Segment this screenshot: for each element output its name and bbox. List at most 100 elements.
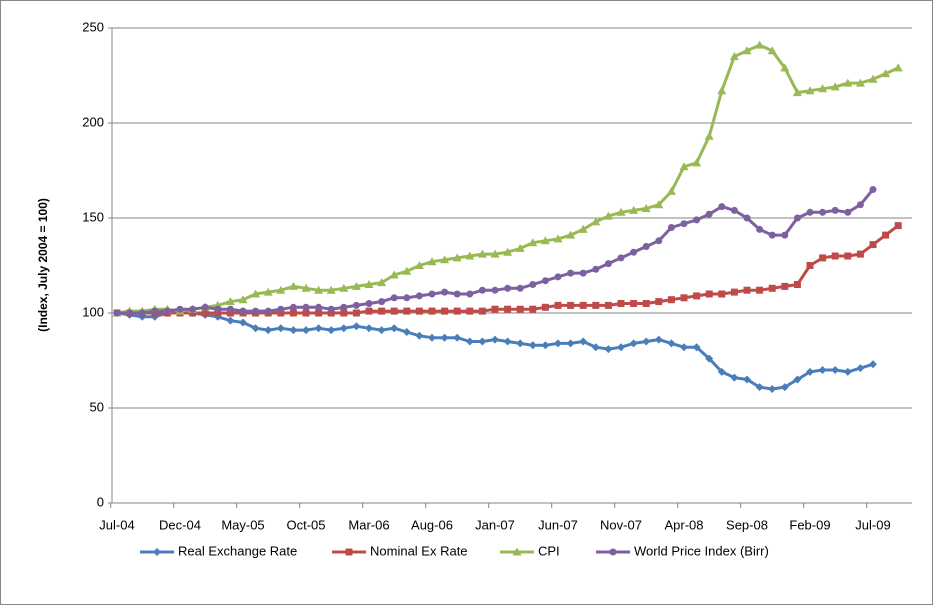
marker bbox=[654, 335, 663, 344]
marker bbox=[428, 307, 436, 315]
marker bbox=[415, 331, 424, 340]
marker bbox=[327, 326, 336, 335]
marker bbox=[781, 282, 789, 290]
marker bbox=[743, 286, 751, 294]
marker bbox=[378, 307, 386, 315]
marker bbox=[226, 305, 234, 313]
marker bbox=[617, 343, 625, 352]
marker bbox=[567, 269, 575, 277]
marker bbox=[831, 366, 840, 374]
marker bbox=[554, 273, 562, 281]
marker bbox=[225, 297, 235, 306]
marker bbox=[377, 326, 386, 335]
marker bbox=[680, 294, 688, 302]
y-tick-label: 100 bbox=[82, 304, 104, 319]
marker bbox=[402, 328, 411, 336]
x-tick-label: Aug-06 bbox=[411, 517, 453, 532]
x-tick-label: Jan-07 bbox=[475, 517, 515, 532]
marker bbox=[239, 307, 247, 315]
marker bbox=[441, 288, 449, 296]
marker bbox=[579, 337, 588, 346]
marker bbox=[768, 231, 776, 239]
marker bbox=[302, 303, 310, 311]
marker bbox=[153, 548, 161, 556]
marker bbox=[831, 252, 839, 260]
marker bbox=[378, 298, 386, 306]
marker bbox=[503, 337, 512, 346]
marker bbox=[529, 305, 537, 313]
marker bbox=[566, 339, 575, 348]
marker bbox=[869, 241, 877, 249]
marker bbox=[818, 366, 827, 374]
marker bbox=[339, 324, 348, 333]
marker bbox=[856, 201, 864, 209]
marker bbox=[516, 339, 525, 348]
marker bbox=[465, 337, 474, 346]
marker bbox=[642, 243, 650, 250]
marker bbox=[693, 292, 701, 300]
marker bbox=[755, 40, 765, 49]
marker bbox=[352, 309, 360, 317]
marker bbox=[504, 305, 512, 313]
marker bbox=[680, 220, 688, 228]
marker bbox=[566, 230, 576, 239]
marker bbox=[465, 251, 475, 260]
marker bbox=[415, 307, 423, 315]
marker bbox=[302, 326, 310, 335]
marker bbox=[541, 277, 549, 285]
marker bbox=[389, 270, 399, 279]
marker bbox=[176, 305, 184, 313]
marker bbox=[428, 290, 436, 298]
marker bbox=[617, 300, 625, 307]
marker bbox=[755, 383, 764, 392]
legend-label: Real Exchange Rate bbox=[178, 543, 297, 558]
marker bbox=[277, 305, 285, 313]
marker bbox=[604, 301, 612, 309]
marker bbox=[630, 300, 638, 307]
marker bbox=[844, 252, 852, 260]
marker bbox=[793, 375, 802, 384]
marker bbox=[315, 303, 323, 311]
marker bbox=[705, 210, 713, 218]
legend-label: World Price Index (Birr) bbox=[634, 543, 769, 558]
marker bbox=[718, 203, 726, 211]
marker bbox=[553, 234, 563, 243]
marker bbox=[490, 249, 500, 258]
marker bbox=[818, 84, 828, 93]
marker bbox=[340, 303, 348, 311]
marker bbox=[869, 360, 877, 369]
marker bbox=[881, 69, 891, 78]
marker bbox=[642, 300, 650, 307]
marker bbox=[579, 301, 587, 309]
marker bbox=[819, 254, 827, 262]
marker bbox=[592, 301, 600, 309]
marker bbox=[478, 286, 486, 294]
marker bbox=[705, 354, 714, 363]
marker bbox=[642, 337, 651, 346]
marker bbox=[792, 88, 802, 97]
marker bbox=[377, 278, 387, 287]
marker bbox=[402, 266, 412, 275]
marker bbox=[390, 307, 398, 315]
y-tick-label: 200 bbox=[82, 114, 104, 129]
marker bbox=[276, 285, 286, 294]
marker bbox=[591, 343, 600, 352]
y-axis-label: (Index, July 2004 = 100) bbox=[36, 198, 50, 332]
marker bbox=[666, 186, 676, 195]
marker bbox=[819, 208, 827, 216]
marker bbox=[805, 86, 815, 95]
marker bbox=[453, 290, 461, 298]
x-tick-label: Mar-06 bbox=[348, 517, 389, 532]
marker bbox=[893, 63, 903, 72]
marker bbox=[440, 333, 449, 342]
x-tick-label: Oct-05 bbox=[286, 517, 325, 532]
marker bbox=[655, 298, 663, 306]
x-tick-label: Feb-09 bbox=[789, 517, 830, 532]
marker bbox=[414, 261, 424, 269]
marker bbox=[806, 262, 814, 269]
marker bbox=[868, 74, 878, 83]
marker bbox=[692, 158, 702, 167]
marker bbox=[126, 309, 134, 317]
marker bbox=[894, 222, 902, 230]
